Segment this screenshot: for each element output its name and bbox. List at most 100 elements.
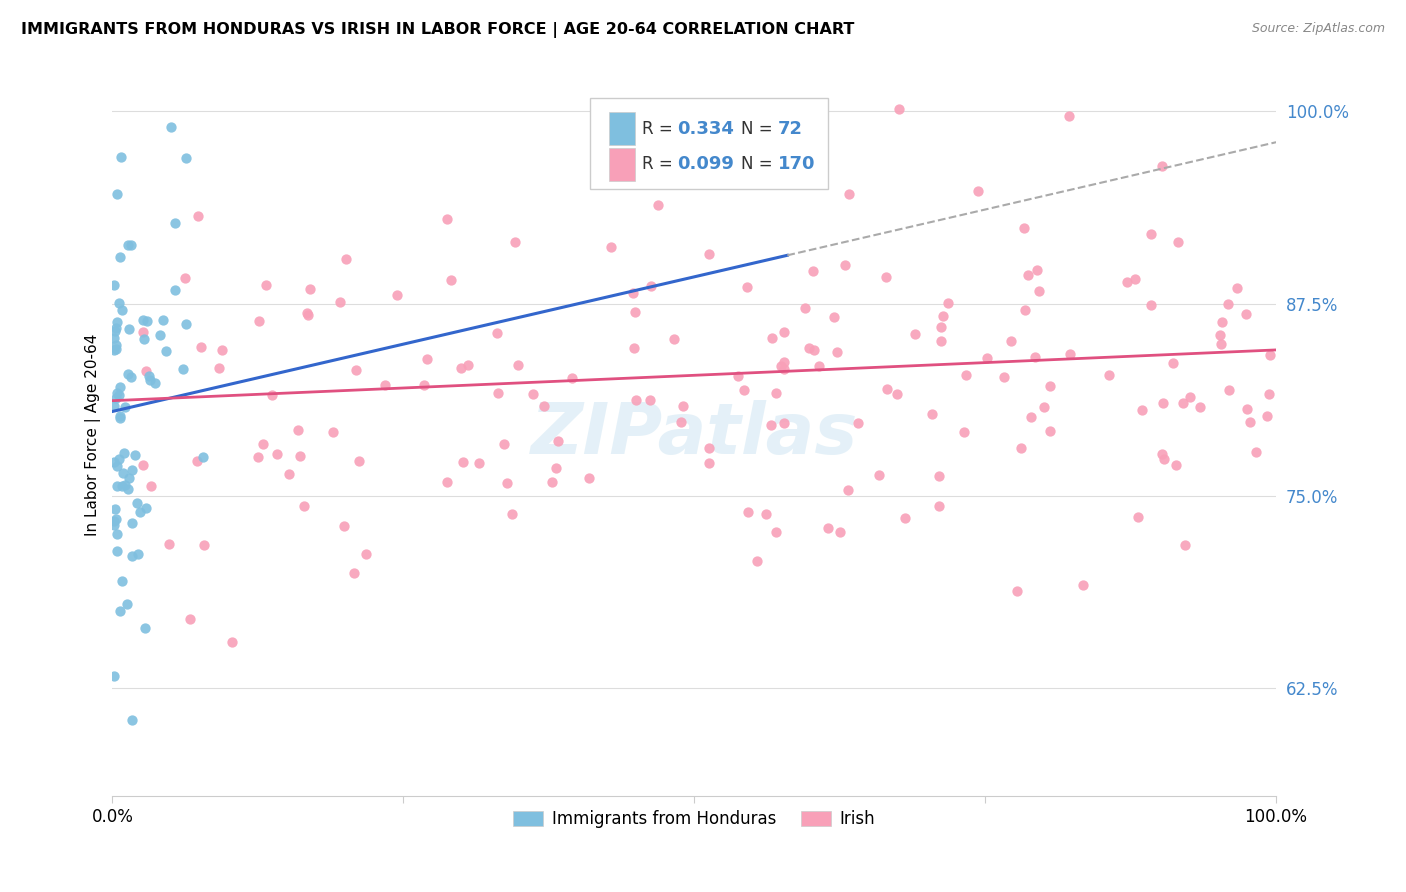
Point [953,425,976,439]
Point [938,296,960,310]
Point [928,499,950,513]
Point [801,264,824,278]
Point [1174,539,1197,553]
Point [1161,356,1184,370]
Point [221,635,243,649]
Point [354,547,377,561]
Point [600,240,623,254]
Point [1188,400,1211,414]
Point [436,475,458,489]
Point [522,387,544,401]
Point [929,334,952,349]
Point [624,305,647,319]
Point [640,278,662,293]
Point [1258,348,1281,362]
Point [485,326,508,340]
Text: 0.334: 0.334 [676,120,734,137]
Point [134,621,156,635]
Point [727,369,749,384]
Point [765,386,787,401]
Point [1130,402,1153,417]
Point [1139,298,1161,312]
Text: Source: ZipAtlas.com: Source: ZipAtlas.com [1251,22,1385,36]
Point [105,458,128,473]
Point [735,280,758,294]
Point [174,151,197,165]
Point [108,388,131,402]
Point [932,309,955,323]
Point [114,400,136,414]
Point [246,450,269,464]
Point [132,312,155,326]
Point [868,468,890,483]
Point [108,250,131,264]
Point [121,516,143,530]
Point [1026,262,1049,277]
Point [335,252,357,266]
Point [1236,401,1258,416]
Point [837,483,859,497]
Point [1152,447,1174,461]
Point [1218,297,1240,311]
Point [108,380,131,394]
Text: R =: R = [643,155,678,173]
Point [931,320,953,334]
Point [662,332,685,346]
Point [547,434,569,448]
Point [1017,268,1039,282]
Point [117,237,139,252]
Point [374,378,396,392]
Point [697,456,720,470]
Point [104,342,127,356]
Point [797,341,820,355]
Point [104,320,127,334]
Point [118,321,141,335]
Point [540,475,562,490]
Point [117,367,139,381]
Point [174,271,197,285]
Point [546,461,568,475]
Point [295,306,318,320]
Point [136,314,159,328]
Point [623,341,645,355]
Point [894,510,917,524]
Point [993,370,1015,384]
Point [111,303,134,318]
Point [110,604,132,618]
Point [103,324,125,338]
Point [1039,425,1062,439]
Point [172,361,194,376]
Point [211,343,233,358]
Point [1098,368,1121,382]
Point [1024,350,1046,364]
Point [105,543,128,558]
FancyBboxPatch shape [609,148,636,180]
Point [672,399,695,413]
Point [124,448,146,462]
Point [1218,383,1240,397]
Y-axis label: In Labor Force | Age 20-64: In Labor Force | Age 20-64 [86,334,101,536]
Point [440,273,463,287]
Point [1021,410,1043,425]
Point [266,447,288,461]
Point [127,547,149,561]
Point [773,417,796,431]
Point [1211,315,1233,329]
Point [104,501,127,516]
Point [105,386,128,401]
Point [450,361,472,376]
Point [828,524,851,539]
Point [416,352,439,367]
Point [696,147,718,161]
Point [467,457,489,471]
Point [561,371,583,385]
Point [108,409,131,423]
Point [1167,235,1189,249]
Point [827,345,849,359]
Point [647,198,669,212]
Point [451,455,474,469]
Point [876,382,898,396]
Point [1150,159,1173,173]
Point [1123,271,1146,285]
Point [163,284,186,298]
